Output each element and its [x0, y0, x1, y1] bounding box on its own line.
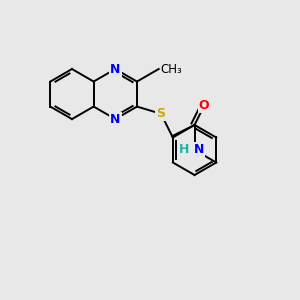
- Text: S: S: [157, 107, 166, 120]
- Text: N: N: [110, 112, 121, 126]
- Text: H: H: [179, 143, 189, 157]
- Text: N: N: [194, 143, 204, 157]
- Text: N: N: [110, 62, 121, 76]
- Text: O: O: [199, 99, 209, 112]
- Text: CH₃: CH₃: [160, 62, 182, 76]
